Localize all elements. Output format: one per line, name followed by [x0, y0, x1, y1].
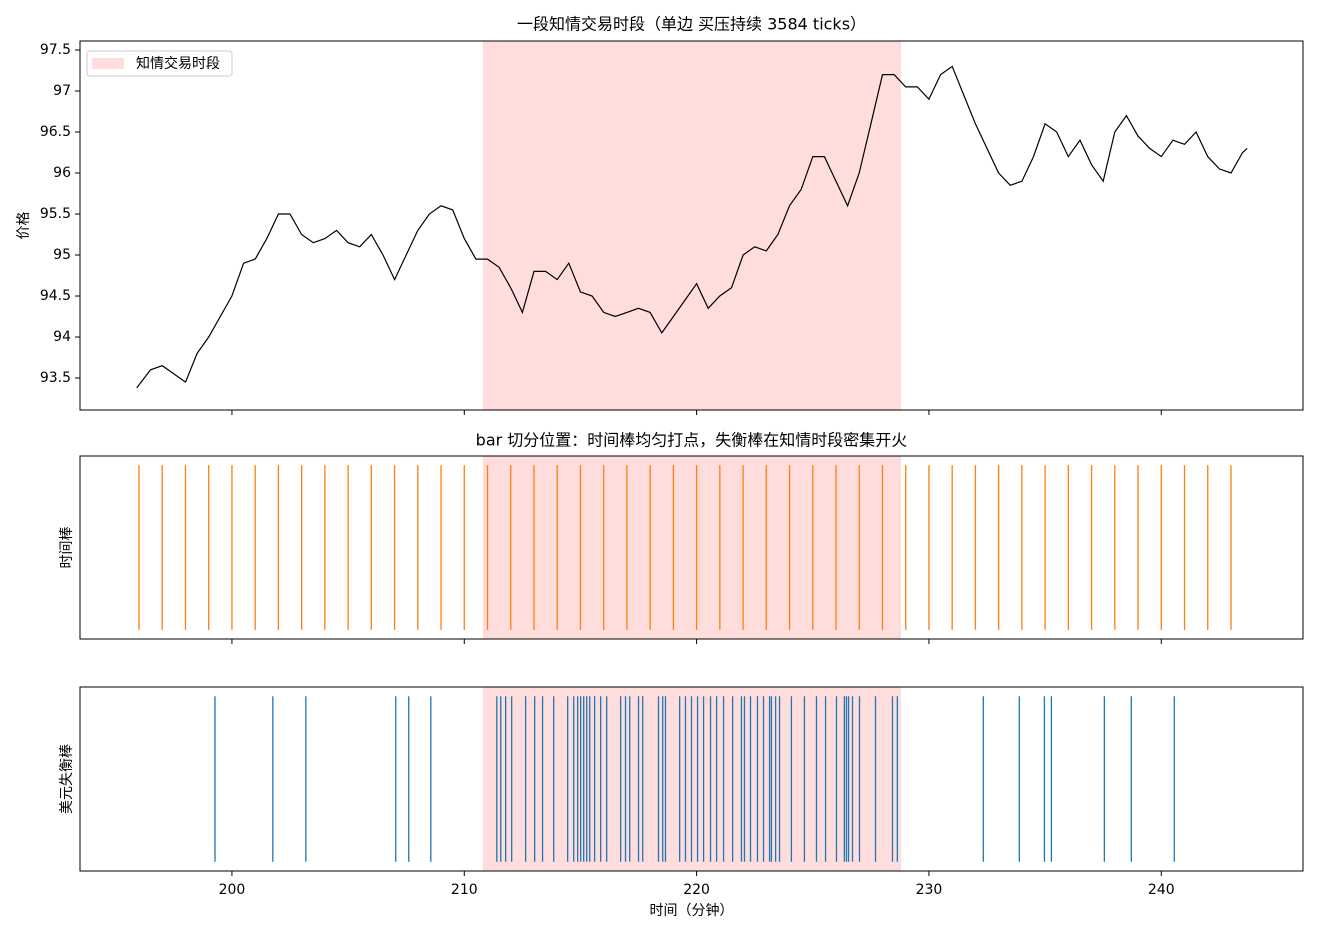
x-tick-label: 230: [916, 882, 943, 898]
y-tick-label: 94.5: [40, 288, 71, 304]
x-tick-label: 210: [451, 882, 478, 898]
legend-box: [86, 50, 233, 77]
y-tick-label: 97.5: [40, 42, 71, 58]
chart-title: bar 切分位置：时间棒均匀打点，失衡棒在知情时段密集开火: [476, 431, 908, 450]
y-tick-label: 95.5: [40, 206, 71, 222]
y-tick-label: 96: [53, 165, 71, 181]
highlight-span: [482, 41, 902, 410]
axes-frame: [79, 40, 1304, 411]
legend-label: 知情交易时段: [136, 55, 220, 72]
x-tick-label: 240: [1148, 882, 1175, 898]
y-tick-label: 93.5: [40, 370, 71, 386]
x-tick-label: 200: [219, 882, 246, 898]
y-tick-label: 97: [53, 83, 71, 99]
y-axis-label: 美元失衡棒: [59, 744, 75, 814]
y-tick-label: 95: [53, 247, 71, 263]
chart-title: 一段知情交易时段（单边 买压持续 3584 ticks）: [517, 15, 866, 34]
price-line: [136, 65, 1248, 389]
highlight-span: [482, 456, 902, 639]
y-tick-label: 94: [53, 329, 71, 345]
y-tick-label: 96.5: [40, 124, 71, 140]
y-axis-label: 时间棒: [59, 527, 75, 569]
x-axis-label: 时间（分钟）: [650, 902, 734, 919]
y-axis-label: 价格: [16, 212, 32, 240]
x-tick-label: 220: [683, 882, 710, 898]
legend-swatch: [92, 58, 124, 69]
axes-frame: [79, 455, 1304, 640]
axes-frame: [79, 686, 1304, 872]
